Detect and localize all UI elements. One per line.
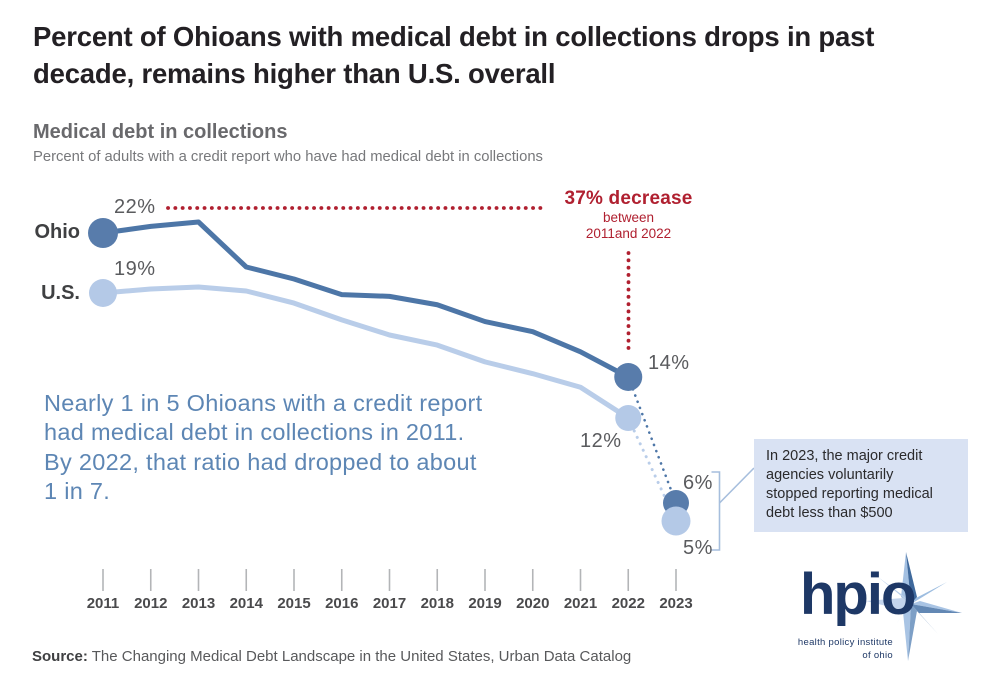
- narrative-line2: had medical debt in collections in 2011.: [44, 419, 465, 446]
- star-facet: [908, 604, 917, 661]
- source-label: Source:: [32, 648, 88, 665]
- chart-subtitle: Percent of adults with a credit report w…: [33, 149, 543, 165]
- point-label-us-2011: 19%: [114, 258, 156, 280]
- x-axis-label-2022: 2022: [611, 595, 645, 612]
- star-facet: [903, 604, 911, 661]
- star-facet: [878, 577, 911, 604]
- us-dot-2022: [615, 405, 642, 431]
- x-axis-ticks-group: [102, 569, 677, 591]
- ohio-dashed-segment: [626, 375, 678, 505]
- hpio-logo-line2: of ohio: [862, 650, 893, 661]
- star-facet: [911, 601, 962, 613]
- legend-label-us: U.S.: [41, 282, 80, 304]
- callout-line1: In 2023, the major credit: [766, 448, 923, 464]
- ohio-line: [100, 219, 631, 380]
- callout-bracket: [710, 471, 721, 551]
- narrative-line4: 1 in 7.: [44, 478, 111, 505]
- chart-title: Medical debt in collections: [33, 121, 288, 143]
- x-axis-label-2019: 2019: [468, 595, 502, 612]
- hpio-logo-wordmark: hpio: [800, 562, 916, 627]
- star-facet: [911, 582, 947, 604]
- decrease-annotation-title: 37% decrease: [564, 188, 693, 209]
- star-facet: [911, 604, 938, 634]
- x-axis-label-2014: 2014: [229, 595, 263, 612]
- callout-box: In 2023, the major credit agencies volun…: [754, 439, 968, 532]
- star-facet: [901, 552, 911, 604]
- source-note: Source: The Changing Medical Debt Landsc…: [32, 648, 631, 665]
- narrative-line1: Nearly 1 in 5 Ohioans with a credit repo…: [44, 390, 483, 416]
- x-axis-label-2017: 2017: [372, 595, 407, 612]
- series-lines-group: [88, 218, 691, 536]
- callout-line3: stopped reporting medical: [766, 485, 933, 502]
- decrease-annotation-line3: 2011and 2022: [585, 225, 672, 241]
- x-axis-label-2018: 2018: [420, 595, 454, 612]
- narrative-text: Nearly 1 in 5 Ohioans with a credit repo…: [44, 389, 584, 507]
- x-axis-label-2020: 2020: [516, 595, 550, 612]
- callout-connector-line: [718, 467, 755, 504]
- star-facet: [911, 604, 962, 613]
- page-title-line2: decade, remains higher than U.S. overall: [33, 57, 556, 89]
- x-axis-label-2013: 2013: [181, 595, 216, 612]
- point-label-us-2022: 12%: [580, 430, 622, 452]
- x-axis-label-2023: 2023: [659, 595, 693, 612]
- point-label-ohio-2022: 14%: [648, 352, 690, 374]
- x-axis-label-2021: 2021: [563, 595, 598, 612]
- star-facet: [866, 598, 911, 610]
- page-title: Percent of Ohioans with medical debt in …: [33, 19, 991, 92]
- narrative-line3: By 2022, that ratio had dropped to about: [44, 448, 477, 475]
- decrease-annotation: 37% decrease between 2011and 2022: [538, 188, 719, 241]
- source-text: The Changing Medical Debt Landscape in t…: [87, 648, 632, 665]
- callout-line4: debt less than $500: [766, 504, 893, 521]
- ohio-dot-2022: [614, 363, 643, 391]
- legend-label-ohio: Ohio: [34, 221, 80, 243]
- x-axis-label-2016: 2016: [325, 595, 359, 612]
- star-facet: [906, 552, 917, 604]
- point-label-ohio-2011: 22%: [114, 196, 156, 218]
- hpio-logo-line1: health policy institute: [797, 637, 893, 648]
- x-axis-label-2011: 2011: [86, 595, 120, 612]
- us-dot-2011: [89, 279, 117, 307]
- us-dot-2023: [661, 506, 691, 536]
- ohio-dot-2011: [88, 218, 118, 248]
- x-axis-label-2012: 2012: [134, 595, 168, 612]
- page-title-line1: Percent of Ohioans with medical debt in …: [33, 21, 875, 52]
- us-dashed-segment: [626, 416, 678, 523]
- point-label-us-2023: 5%: [683, 537, 713, 559]
- callout-line2: agencies voluntarily: [766, 466, 894, 483]
- us-line: [100, 284, 631, 421]
- x-axis-label-2015: 2015: [277, 595, 311, 612]
- decrease-annotation-line2: between: [602, 210, 655, 225]
- point-label-ohio-2023: 6%: [683, 472, 713, 494]
